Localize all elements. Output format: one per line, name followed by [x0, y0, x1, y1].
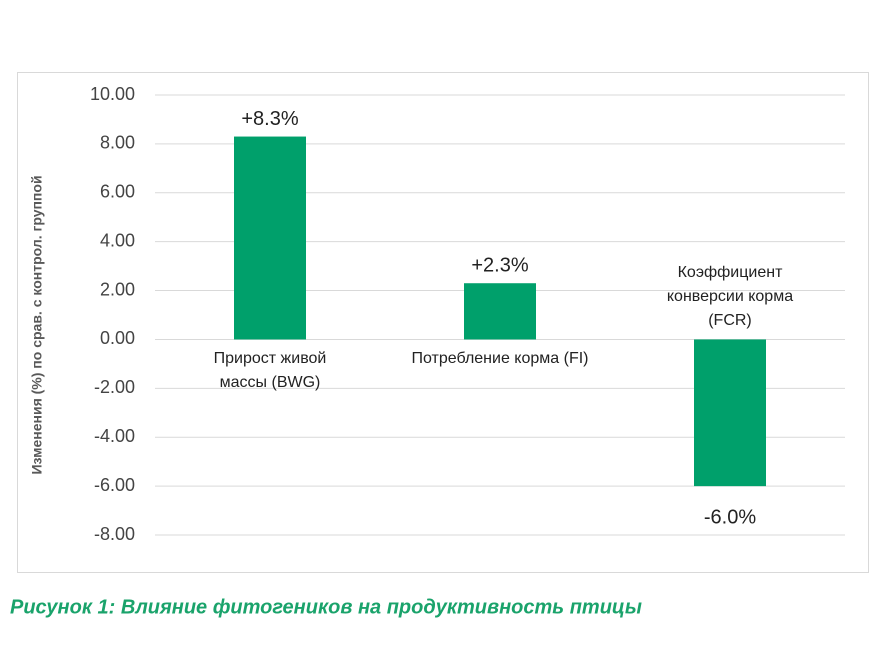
bar	[694, 339, 766, 487]
x-tick-label: Прирост живой массы (BWG)	[213, 350, 327, 392]
y-tick-label: -2.00	[94, 377, 135, 397]
y-tick-label: 0.00	[100, 328, 135, 348]
value-label: -6.0%	[704, 506, 756, 528]
y-tick-label: 6.00	[100, 182, 135, 202]
bar	[234, 136, 306, 340]
y-tick-label: -6.00	[94, 475, 135, 495]
value-label: +2.3%	[471, 255, 528, 277]
x-tick-label: Коэффициент конверсии корма (FCR)	[666, 264, 794, 330]
chart-frame	[17, 72, 869, 573]
y-tick-label: 10.00	[90, 84, 135, 104]
category-label-box: Коэффициент конверсии корма (FCR)	[666, 264, 794, 330]
bar	[464, 283, 536, 340]
y-tick-label: -4.00	[94, 426, 135, 446]
y-tick-label: 8.00	[100, 133, 135, 153]
category-label-box: Прирост живой массы (BWG)	[213, 350, 327, 392]
y-axis-label: Изменения (%) по срав. с контрол. группо…	[29, 175, 45, 474]
category-label-box: Потребление корма (FI)	[411, 350, 589, 368]
value-label: +8.3%	[241, 108, 298, 130]
y-tick-label: 4.00	[100, 230, 135, 250]
caption: Рисунок 1: Влияние фитогеников на продук…	[10, 596, 642, 618]
y-tick-label: 2.00	[100, 279, 135, 299]
y-tick-label: -8.00	[94, 524, 135, 544]
x-tick-label: Потребление корма (FI)	[411, 350, 589, 368]
